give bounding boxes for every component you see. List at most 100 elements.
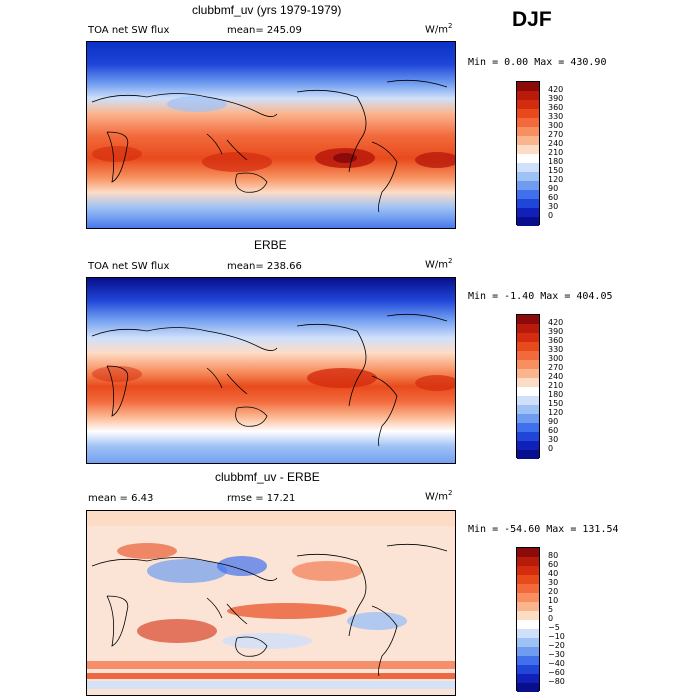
panel-3-title: clubbmf_uv - ERBE [215, 470, 320, 484]
colorbar-swatch [517, 611, 539, 620]
colorbar-swatch [517, 369, 539, 378]
colorbar-swatch [517, 145, 539, 154]
panel-1-map [86, 41, 456, 229]
panel-1-colorbar [516, 81, 540, 226]
colorbar-swatch [517, 405, 539, 414]
colorbar-tick-label: 390 [548, 94, 564, 103]
colorbar-tick-label: 420 [548, 318, 564, 327]
colorbar-tick-label: 120 [548, 175, 564, 184]
colorbar-swatch [517, 620, 539, 629]
colorbar-swatch [517, 333, 539, 342]
colorbar-tick-label: 150 [548, 399, 564, 408]
colorbar-swatch [517, 208, 539, 217]
colorbar-tick-label: 80 [548, 551, 559, 560]
colorbar-swatch [517, 423, 539, 432]
panel-1-mean-label: mean= 245.09 [227, 25, 302, 36]
colorbar-swatch [517, 674, 539, 683]
colorbar-swatch [517, 163, 539, 172]
colorbar-swatch [517, 656, 539, 665]
colorbar-tick-label: 40 [548, 569, 559, 578]
colorbar-swatch [517, 638, 539, 647]
panel-2-title: ERBE [254, 238, 287, 252]
panel-1-map-field [87, 42, 455, 228]
colorbar-swatch [517, 584, 539, 593]
panel-3-minmax: Min = -54.60 Max = 131.54 [468, 524, 619, 535]
colorbar-tick-label: 120 [548, 408, 564, 417]
colorbar-swatch [517, 91, 539, 100]
colorbar-swatch [517, 602, 539, 611]
colorbar-swatch [517, 324, 539, 333]
colorbar-tick-label: 330 [548, 112, 564, 121]
colorbar-tick-label: 0 [548, 211, 554, 220]
colorbar-swatch [517, 548, 539, 557]
colorbar-swatch [517, 315, 539, 324]
colorbar-tick-label: 180 [548, 390, 564, 399]
panel-3-mean-label: mean = 6.43 [88, 493, 154, 504]
colorbar-tick-label: 20 [548, 587, 559, 596]
colorbar-tick-label: 390 [548, 327, 564, 336]
colorbar-tick-label: −40 [548, 659, 565, 668]
panel-2-minmax: Min = -1.40 Max = 404.05 [468, 291, 613, 302]
colorbar-tick-label: 150 [548, 166, 564, 175]
panel-2-map [86, 277, 456, 464]
colorbar-swatch [517, 199, 539, 208]
colorbar-tick-label: 270 [548, 130, 564, 139]
colorbar-tick-label: 0 [548, 614, 554, 623]
colorbar-tick-label: 5 [548, 605, 554, 614]
colorbar-tick-label: −30 [548, 650, 565, 659]
colorbar-tick-label: 210 [548, 381, 564, 390]
colorbar-tick-label: −20 [548, 641, 565, 650]
colorbar-tick-label: 270 [548, 363, 564, 372]
colorbar-tick-label: 60 [548, 426, 559, 435]
panel-2-map-field [87, 278, 455, 463]
colorbar-swatch [517, 100, 539, 109]
colorbar-tick-label: 30 [548, 578, 559, 587]
panel-2-mean-label: mean= 238.66 [227, 261, 302, 272]
colorbar-tick-label: 10 [548, 596, 559, 605]
colorbar-tick-label: 90 [548, 417, 559, 426]
colorbar-tick-label: 60 [548, 193, 559, 202]
colorbar-tick-label: −60 [548, 668, 565, 677]
colorbar-swatch [517, 683, 539, 692]
colorbar-swatch [517, 181, 539, 190]
colorbar-swatch [517, 360, 539, 369]
panel-1-minmax: Min = 0.00 Max = 430.90 [468, 57, 607, 68]
colorbar-tick-label: 60 [548, 560, 559, 569]
colorbar-swatch [517, 172, 539, 181]
colorbar-swatch [517, 351, 539, 360]
colorbar-swatch [517, 566, 539, 575]
colorbar-tick-label: −10 [548, 632, 565, 641]
colorbar-swatch [517, 127, 539, 136]
colorbar-swatch [517, 378, 539, 387]
colorbar-swatch [517, 190, 539, 199]
colorbar-tick-label: 300 [548, 354, 564, 363]
panel-3-map-field [87, 511, 455, 695]
colorbar-swatch [517, 82, 539, 91]
colorbar-swatch [517, 217, 539, 226]
colorbar-tick-label: 240 [548, 372, 564, 381]
season-label: DJF [512, 8, 552, 31]
panel-1-title: clubbmf_uv (yrs 1979-1979) [192, 3, 342, 17]
colorbar-tick-label: 360 [548, 103, 564, 112]
colorbar-tick-label: 210 [548, 148, 564, 157]
colorbar-tick-label: −80 [548, 677, 565, 686]
colorbar-tick-label: 90 [548, 184, 559, 193]
panel-3-map [86, 510, 456, 696]
colorbar-swatch [517, 136, 539, 145]
colorbar-swatch [517, 432, 539, 441]
panel-2-units: W/m2 [425, 257, 453, 271]
panel-1-variable-label: TOA net SW flux [88, 25, 170, 36]
colorbar-swatch [517, 387, 539, 396]
colorbar-tick-label: 30 [548, 202, 559, 211]
panel-2-variable-label: TOA net SW flux [88, 261, 170, 272]
colorbar-swatch [517, 557, 539, 566]
colorbar-swatch [517, 154, 539, 163]
colorbar-tick-label: 330 [548, 345, 564, 354]
colorbar-swatch [517, 109, 539, 118]
panel-3-units: W/m2 [425, 489, 453, 503]
colorbar-tick-label: −5 [548, 623, 560, 632]
colorbar-swatch [517, 396, 539, 405]
panel-1-units: W/m2 [425, 22, 453, 36]
panel-3-rmse-label: rmse = 17.21 [227, 493, 296, 504]
colorbar-swatch [517, 342, 539, 351]
